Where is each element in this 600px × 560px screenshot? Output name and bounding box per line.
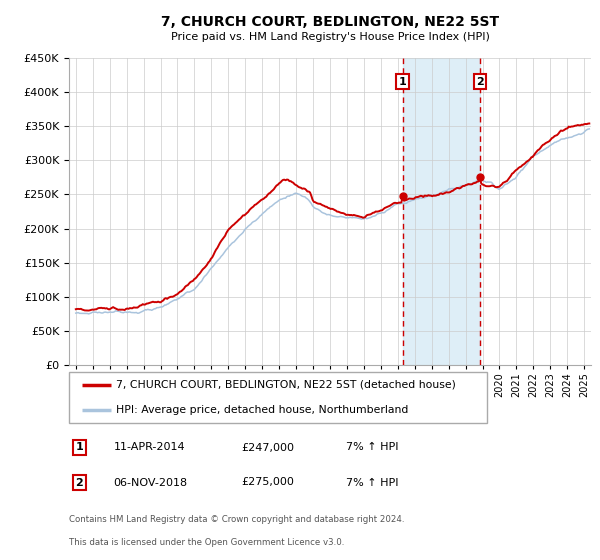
Text: £275,000: £275,000 [241, 478, 294, 488]
Text: 7, CHURCH COURT, BEDLINGTON, NE22 5ST: 7, CHURCH COURT, BEDLINGTON, NE22 5ST [161, 15, 499, 29]
Text: 11-APR-2014: 11-APR-2014 [113, 442, 185, 452]
Text: Contains HM Land Registry data © Crown copyright and database right 2024.: Contains HM Land Registry data © Crown c… [69, 515, 404, 524]
Text: 2: 2 [76, 478, 83, 488]
Text: 2: 2 [476, 77, 484, 87]
Text: 1: 1 [76, 442, 83, 452]
FancyBboxPatch shape [69, 372, 487, 423]
Text: 7% ↑ HPI: 7% ↑ HPI [346, 478, 398, 488]
Text: £247,000: £247,000 [241, 442, 294, 452]
Text: This data is licensed under the Open Government Licence v3.0.: This data is licensed under the Open Gov… [69, 538, 344, 547]
Text: HPI: Average price, detached house, Northumberland: HPI: Average price, detached house, Nort… [116, 405, 409, 415]
Text: Price paid vs. HM Land Registry's House Price Index (HPI): Price paid vs. HM Land Registry's House … [170, 32, 490, 42]
Bar [403, 58, 480, 365]
Text: 7, CHURCH COURT, BEDLINGTON, NE22 5ST (detached house): 7, CHURCH COURT, BEDLINGTON, NE22 5ST (d… [116, 380, 456, 390]
Text: 1: 1 [398, 77, 406, 87]
Text: 06-NOV-2018: 06-NOV-2018 [113, 478, 187, 488]
Text: 7% ↑ HPI: 7% ↑ HPI [346, 442, 398, 452]
